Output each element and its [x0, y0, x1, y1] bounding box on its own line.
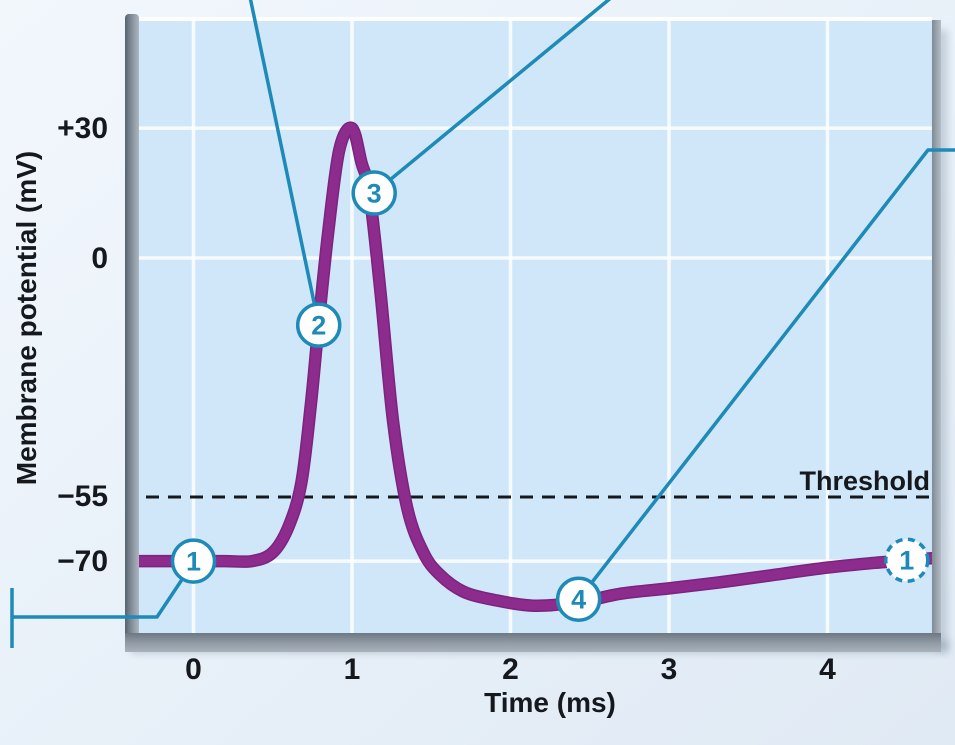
phase-marker-circle — [555, 576, 602, 622]
phase-marker-4: 4 — [555, 576, 602, 622]
membrane-potential-curve — [133, 121, 940, 612]
phase-marker-1: 1 — [170, 538, 217, 584]
x-tick-label-4: 4 — [819, 653, 836, 686]
x-tick-label-3: 3 — [661, 653, 678, 686]
phase-marker-number: 4 — [571, 585, 586, 615]
phase-marker-circle — [351, 170, 397, 216]
x-tick-label-2: 2 — [502, 653, 519, 686]
x-tick-label-1: 1 — [344, 653, 361, 686]
callout-line-marker-1-to-left — [12, 562, 195, 619]
x-axis-tick-labels: 0 1 2 3 4 — [185, 653, 836, 686]
callout-lines — [10, 0, 955, 648]
y-tick-label-0: 0 — [91, 242, 108, 275]
phase-marker-number: 3 — [367, 179, 382, 209]
right-edge-bar — [932, 20, 941, 652]
left-axis-bar — [125, 14, 139, 652]
y-axis-title: Membrane potential (mV) — [11, 151, 42, 485]
frame-shadow-right — [936, 30, 947, 650]
phase-marker-2: 2 — [295, 302, 342, 348]
curve-stroke — [134, 123, 939, 611]
callout-line-marker-2-to-top — [248, 0, 321, 327]
phase-markers: 1 2 3 4 1 — [170, 170, 930, 622]
y-axis-tick-labels: +30 0 −55 −70 — [57, 112, 108, 578]
phase-marker-number: 1 — [186, 547, 201, 577]
phase-marker-1-dashed: 1 — [884, 537, 930, 583]
phase-marker-number: 1 — [899, 546, 914, 576]
x-tick-label-0: 0 — [185, 653, 202, 686]
phase-marker-number: 2 — [311, 311, 326, 341]
threshold-label: Threshold — [799, 466, 930, 496]
callout-line-marker-4-to-right — [577, 148, 955, 601]
phase-marker-circle — [884, 537, 930, 583]
phase-marker-3: 3 — [351, 170, 397, 216]
y-tick-label-30: +30 — [57, 112, 108, 145]
phase-marker-circle — [295, 302, 342, 348]
plot-frame — [125, 14, 949, 653]
bottom-axis-bar — [125, 633, 941, 652]
plot-area — [139, 20, 932, 633]
phase-marker-circle — [170, 538, 217, 584]
plot-top-highlight — [139, 17, 932, 21]
x-axis-title: Time (ms) — [484, 687, 616, 718]
y-tick-label--55: −55 — [57, 480, 108, 513]
callout-line-marker-3-to-top — [372, 0, 612, 195]
y-tick-label--70: −70 — [57, 545, 108, 578]
